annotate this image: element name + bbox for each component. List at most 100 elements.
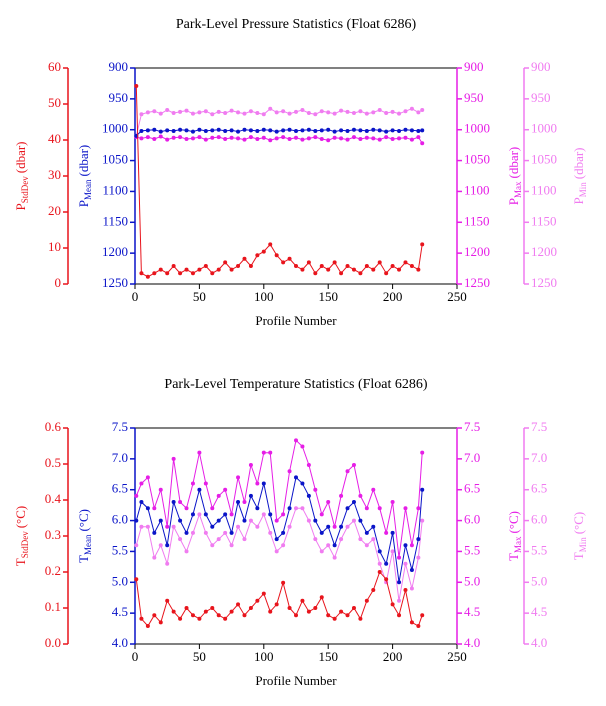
data-point	[268, 530, 273, 535]
data-point	[158, 620, 163, 625]
data-point	[152, 555, 157, 560]
y-tick-label: 1150	[531, 213, 557, 228]
data-point	[313, 537, 318, 542]
data-point	[300, 444, 305, 449]
y-tick-label: 0.0	[45, 635, 61, 650]
data-point	[339, 493, 344, 498]
y-tick-label: 10	[48, 239, 61, 254]
data-point	[313, 112, 318, 117]
data-point	[197, 616, 202, 621]
data-point	[332, 111, 337, 116]
data-point	[306, 127, 311, 132]
data-point	[294, 613, 298, 618]
data-point	[377, 107, 382, 112]
y-tick-label: 7.0	[112, 450, 128, 465]
data-point	[203, 481, 208, 486]
y-axis-label: PMin (dbar)	[571, 147, 588, 204]
data-point	[371, 537, 376, 542]
data-point	[358, 109, 363, 114]
data-point	[384, 111, 389, 116]
data-point	[364, 111, 369, 116]
data-point	[403, 135, 408, 140]
data-point	[364, 135, 369, 140]
axis-unit: (°C)	[13, 506, 28, 529]
data-point	[364, 530, 369, 535]
data-point	[332, 555, 337, 560]
y-tick-label: 950	[531, 90, 551, 105]
y-axis-label: PStdDev (dbar)	[13, 142, 30, 211]
data-point	[416, 267, 421, 272]
data-point	[339, 524, 344, 529]
y-axis-label: TStdDev (°C)	[13, 506, 30, 566]
y-tick-label: 1000	[464, 121, 490, 136]
data-point	[384, 577, 389, 582]
y-tick-label: 6.5	[112, 481, 128, 496]
data-point	[319, 128, 324, 133]
data-point	[306, 609, 311, 614]
data-point	[236, 602, 241, 607]
data-point	[306, 260, 311, 265]
data-point	[332, 129, 337, 134]
y-tick-label: 6.0	[112, 512, 128, 527]
data-point	[326, 138, 331, 143]
data-point	[364, 128, 369, 133]
data-point	[255, 111, 260, 116]
data-point	[313, 487, 318, 492]
x-tick-label: 150	[318, 289, 338, 304]
data-point	[358, 271, 363, 276]
data-point	[236, 500, 241, 505]
data-point	[287, 524, 292, 529]
data-point	[281, 109, 286, 114]
data-point	[326, 127, 331, 132]
data-point	[319, 530, 324, 535]
data-point	[197, 512, 202, 517]
y-tick-label: 50	[48, 95, 61, 110]
x-tick-label: 0	[132, 289, 139, 304]
data-point	[190, 481, 195, 486]
data-point	[248, 109, 253, 114]
data-point	[300, 481, 305, 486]
y-tick-label: 4.5	[112, 604, 128, 619]
data-point	[158, 267, 163, 272]
data-point	[319, 512, 324, 517]
data-point	[261, 450, 266, 455]
x-tick-label: 250	[447, 289, 467, 304]
data-point	[145, 128, 150, 133]
data-point	[377, 506, 382, 511]
data-point	[190, 111, 195, 116]
y-tick-label: 4.5	[531, 604, 547, 619]
data-point	[358, 128, 363, 133]
data-point	[371, 524, 376, 529]
data-point	[287, 469, 292, 474]
data-point	[409, 128, 414, 133]
data-point	[351, 606, 356, 610]
data-point	[190, 613, 195, 618]
y-tick-label: 4.0	[112, 635, 128, 650]
data-point	[377, 260, 382, 265]
data-point	[397, 613, 402, 618]
axis-symbol: P	[506, 198, 521, 205]
axis-symbol: T	[76, 555, 91, 563]
data-point	[203, 264, 208, 268]
data-point	[416, 555, 421, 560]
data-point	[390, 602, 395, 607]
y-tick-label: 20	[48, 203, 61, 218]
data-point	[171, 264, 176, 268]
data-point	[223, 111, 228, 116]
data-point	[268, 512, 273, 517]
data-point	[178, 500, 183, 505]
axis-subscript: StdDev	[20, 531, 30, 559]
x-tick-label: 200	[383, 649, 403, 664]
data-point	[223, 512, 228, 517]
y-tick-label: 5.0	[464, 573, 480, 588]
data-point	[197, 450, 202, 455]
data-point	[223, 487, 228, 492]
y-tick-label: 1100	[464, 182, 490, 197]
data-point	[390, 530, 395, 535]
data-point	[364, 543, 369, 548]
data-point	[178, 616, 183, 621]
data-point	[203, 109, 208, 114]
data-point	[371, 487, 376, 492]
y-tick-label: 0.5	[45, 455, 61, 470]
data-point	[223, 128, 228, 133]
